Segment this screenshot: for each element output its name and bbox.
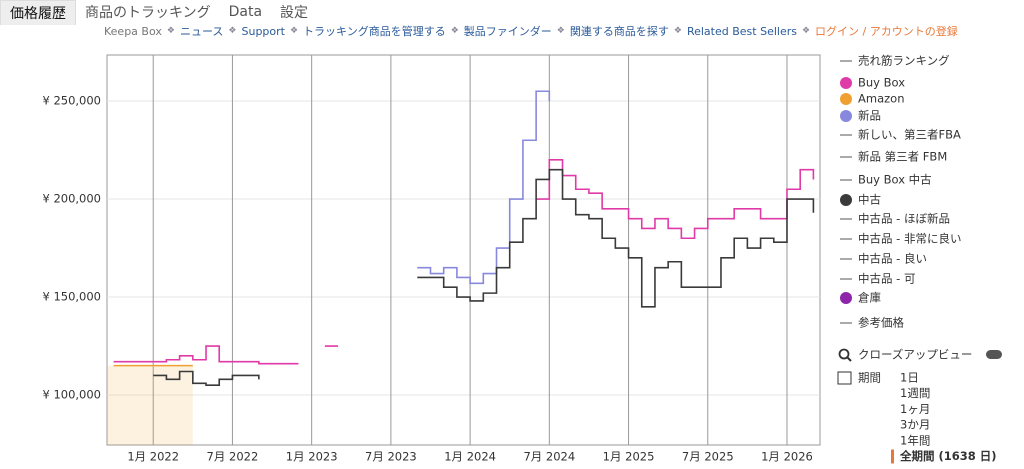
separator: ❖ (166, 26, 175, 36)
y-tick-label: ¥ 150,000 (42, 290, 101, 304)
legend-label[interactable]: 中古 (858, 193, 881, 207)
legend-label[interactable]: 中古品 - ほぼ新品 (858, 212, 950, 226)
separator: ❖ (673, 26, 682, 36)
plot-area (106, 54, 821, 446)
tab[interactable]: Data (228, 4, 263, 20)
nav-link[interactable]: 関連する商品を探す (569, 25, 669, 38)
legend-label[interactable]: 中古品 - 非常に良い (858, 232, 961, 246)
legend-label[interactable]: 売れ筋ランキング (858, 54, 950, 68)
series-line (417, 90, 551, 285)
nav-bar: Keepa Box ❖ ニュース ❖ Support ❖ トラッキング商品を管理する ❖ 製品フ… (104, 22, 958, 40)
x-tick-label: 7月 2023 (365, 450, 417, 464)
x-tick-label: 1月 2026 (761, 450, 813, 464)
legend-label[interactable]: Buy Box 中古 (858, 173, 932, 187)
nav-link[interactable]: ログイン / アカウントの登録 (815, 25, 958, 38)
legend-dot (840, 77, 852, 89)
x-tick-label: 1月 2023 (286, 450, 338, 464)
y-tick-label: ¥ 250,000 (42, 94, 101, 108)
separator: ❖ (556, 26, 565, 36)
x-tick-label: 1月 2025 (603, 450, 655, 464)
legend-label[interactable]: 中古品 - 可 (858, 272, 915, 286)
nav-link[interactable]: 製品ファインダー (463, 25, 552, 38)
x-tick-label: 7月 2025 (682, 450, 734, 464)
legend-dot (840, 292, 852, 304)
closeup-label: クローズアップビュー (858, 348, 972, 362)
search-icon (838, 348, 850, 360)
search-icon (846, 356, 852, 362)
nav-link[interactable]: Support (241, 24, 285, 38)
legend-dot (840, 110, 852, 122)
x-tick-label: 1月 2024 (444, 450, 496, 464)
period-option[interactable]: 1日 (900, 371, 919, 385)
legend-label[interactable]: 倉庫 (858, 291, 881, 305)
active-marker (891, 449, 894, 464)
nav-link[interactable]: Keepa Box (104, 24, 162, 38)
period-option[interactable]: 1年間 (900, 433, 930, 447)
legend-label[interactable]: 新品 (858, 109, 881, 123)
series-line (113, 159, 815, 365)
separator: ❖ (801, 26, 811, 36)
legend-label[interactable]: 新しい、第三者FBA (858, 128, 961, 142)
x-tick-label: 1月 2022 (127, 450, 179, 464)
tab[interactable]: 価格履歴 (0, 0, 76, 25)
period-option[interactable]: 3か月 (900, 418, 930, 432)
x-tick-label: 7月 2024 (523, 450, 575, 464)
period-label: 期間 (858, 371, 881, 385)
legend-dot (840, 93, 852, 105)
period-option[interactable]: 全期間 (1638 日) (899, 449, 997, 463)
nav-link[interactable]: トラッキング商品を管理する (303, 25, 446, 38)
legend-label[interactable]: Buy Box (858, 76, 905, 90)
tab[interactable]: 商品のトラッキング (85, 5, 211, 21)
period-option[interactable]: 1週間 (900, 386, 930, 400)
legend-label[interactable]: 参考価格 (858, 316, 904, 330)
legend-dot (840, 194, 852, 206)
y-tick-label: ¥ 200,000 (42, 192, 101, 206)
legend-label[interactable]: 中古品 - 良い (858, 252, 927, 266)
y-tick-label: ¥ 100,000 (42, 388, 101, 402)
series-line (153, 168, 815, 387)
nav-link[interactable]: ニュース (179, 25, 224, 38)
tab-bar: 価格履歴 商品のトラッキング Data 設定 (0, 0, 317, 25)
nav-link[interactable]: Related Best Sellers (686, 24, 797, 38)
legend-label[interactable]: 新品 第三者 FBM (858, 150, 947, 164)
toggle (986, 350, 1002, 359)
legend-label[interactable]: Amazon (858, 92, 904, 106)
period-option[interactable]: 1ヶ月 (900, 402, 930, 416)
tab[interactable]: 設定 (280, 5, 309, 21)
separator: ❖ (450, 26, 459, 36)
x-tick-label: 7月 2022 (207, 450, 259, 464)
separator: ❖ (289, 26, 299, 36)
calendar-icon (837, 371, 852, 385)
separator: ❖ (228, 26, 237, 36)
